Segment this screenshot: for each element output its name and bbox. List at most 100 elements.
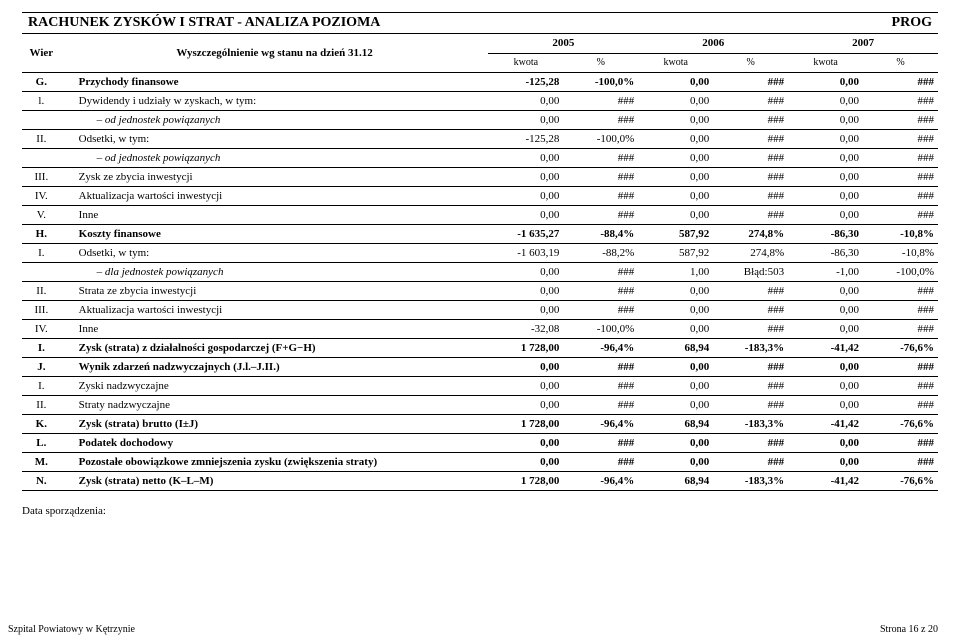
- cell-value: 0,00: [638, 281, 713, 300]
- cell-value: ###: [563, 262, 638, 281]
- row-desc: Pozostałe obowiązkowe zmniejszenia zysku…: [61, 452, 489, 471]
- cell-value: 0,00: [488, 262, 563, 281]
- report-mode: PROG: [892, 15, 932, 31]
- cell-value: 0,00: [638, 148, 713, 167]
- cell-value: 1 728,00: [488, 471, 563, 490]
- row-id: l.: [22, 91, 61, 110]
- table-row: I.Odsetki, w tym:-1 603,19-88,2%587,9227…: [22, 243, 938, 262]
- cell-value: 0,00: [488, 110, 563, 129]
- cell-value: -76,6%: [863, 471, 938, 490]
- cell-value: -125,28: [488, 72, 563, 91]
- cell-value: 0,00: [488, 281, 563, 300]
- cell-value: -76,6%: [863, 414, 938, 433]
- cell-value: ###: [713, 357, 788, 376]
- row-id: [22, 110, 61, 129]
- cell-value: 1 728,00: [488, 414, 563, 433]
- cell-value: ###: [713, 395, 788, 414]
- cell-value: -76,6%: [863, 338, 938, 357]
- table-row: – od jednostek powiązanych0,00###0,00###…: [22, 148, 938, 167]
- cell-value: 0,00: [488, 300, 563, 319]
- cell-value: ###: [563, 281, 638, 300]
- row-desc: Zysk (strata) brutto (I±J): [61, 414, 489, 433]
- row-desc: Zyski nadzwyczajne: [61, 376, 489, 395]
- cell-value: ###: [563, 452, 638, 471]
- cell-value: -1,00: [788, 262, 863, 281]
- cell-value: 0,00: [638, 452, 713, 471]
- page-footer: Szpital Powiatowy w Kętrzynie Strona 16 …: [0, 624, 960, 635]
- cell-value: ###: [863, 376, 938, 395]
- row-desc: Zysk ze zbycia inwestycji: [61, 167, 489, 186]
- table-row: H.Koszty finansowe-1 635,27-88,4%587,922…: [22, 224, 938, 243]
- cell-value: ###: [563, 205, 638, 224]
- table-row: – dla jednostek powiązanych0,00###1,00Bł…: [22, 262, 938, 281]
- cell-value: 0,00: [638, 319, 713, 338]
- sub-pct: %: [713, 53, 788, 72]
- cell-value: 0,00: [788, 395, 863, 414]
- cell-value: 0,00: [788, 376, 863, 395]
- row-id: [22, 262, 61, 281]
- table-row: – od jednostek powiązanych0,00###0,00###…: [22, 110, 938, 129]
- row-desc: Inne: [61, 319, 489, 338]
- table-row: I.Zyski nadzwyczajne0,00###0,00###0,00##…: [22, 376, 938, 395]
- cell-value: 0,00: [488, 205, 563, 224]
- cell-value: ###: [563, 110, 638, 129]
- row-desc: Inne: [61, 205, 489, 224]
- cell-value: ###: [563, 300, 638, 319]
- row-desc: Straty nadzwyczajne: [61, 395, 489, 414]
- row-desc: Podatek dochodowy: [61, 433, 489, 452]
- row-id: II.: [22, 281, 61, 300]
- row-id: III.: [22, 167, 61, 186]
- cell-value: ###: [863, 148, 938, 167]
- cell-value: ###: [863, 433, 938, 452]
- cell-value: ###: [563, 395, 638, 414]
- cell-value: 0,00: [788, 281, 863, 300]
- cell-value: -183,3%: [713, 414, 788, 433]
- cell-value: 0,00: [488, 395, 563, 414]
- cell-value: -96,4%: [563, 471, 638, 490]
- sub-kwota: kwota: [638, 53, 713, 72]
- cell-value: ###: [713, 281, 788, 300]
- cell-value: 0,00: [638, 395, 713, 414]
- cell-value: -32,08: [488, 319, 563, 338]
- cell-value: 68,94: [638, 338, 713, 357]
- row-desc: – od jednostek powiązanych: [61, 148, 489, 167]
- row-id: [22, 148, 61, 167]
- cell-value: ###: [863, 281, 938, 300]
- cell-value: 68,94: [638, 471, 713, 490]
- cell-value: -88,4%: [563, 224, 638, 243]
- cell-value: 0,00: [788, 452, 863, 471]
- cell-value: ###: [713, 110, 788, 129]
- cell-value: ###: [713, 186, 788, 205]
- cell-value: ###: [863, 300, 938, 319]
- footer-org: Szpital Powiatowy w Kętrzynie: [8, 624, 135, 635]
- cell-value: 0,00: [788, 300, 863, 319]
- cell-value: -86,30: [788, 243, 863, 262]
- cell-value: 0,00: [788, 91, 863, 110]
- cell-value: -96,4%: [563, 414, 638, 433]
- cell-value: ###: [563, 433, 638, 452]
- cell-value: 1,00: [638, 262, 713, 281]
- cell-value: ###: [863, 395, 938, 414]
- cell-value: ###: [713, 129, 788, 148]
- cell-value: 0,00: [638, 72, 713, 91]
- cell-value: -41,42: [788, 471, 863, 490]
- financial-table: Wier Wyszczególnienie wg stanu na dzień …: [22, 34, 938, 491]
- row-desc: Odsetki, w tym:: [61, 129, 489, 148]
- cell-value: ###: [863, 452, 938, 471]
- cell-value: ###: [713, 91, 788, 110]
- table-row: III.Zysk ze zbycia inwestycji0,00###0,00…: [22, 167, 938, 186]
- row-id: I.: [22, 376, 61, 395]
- table-row: V.Inne0,00###0,00###0,00###: [22, 205, 938, 224]
- cell-value: ###: [713, 72, 788, 91]
- cell-value: ###: [863, 167, 938, 186]
- cell-value: ###: [713, 300, 788, 319]
- cell-value: ###: [563, 186, 638, 205]
- row-id: III.: [22, 300, 61, 319]
- footer-page: Strona 16 z 20: [880, 624, 938, 635]
- sub-kwota: kwota: [788, 53, 863, 72]
- report-title: RACHUNEK ZYSKÓW I STRAT - ANALIZA POZIOM…: [28, 15, 380, 31]
- table-body: G.Przychody finansowe-125,28-100,0%0,00#…: [22, 72, 938, 490]
- row-desc: Dywidendy i udziały w zyskach, w tym:: [61, 91, 489, 110]
- table-row: IV.Aktualizacja wartości inwestycji0,00#…: [22, 186, 938, 205]
- col-header-wier: Wier: [22, 34, 61, 72]
